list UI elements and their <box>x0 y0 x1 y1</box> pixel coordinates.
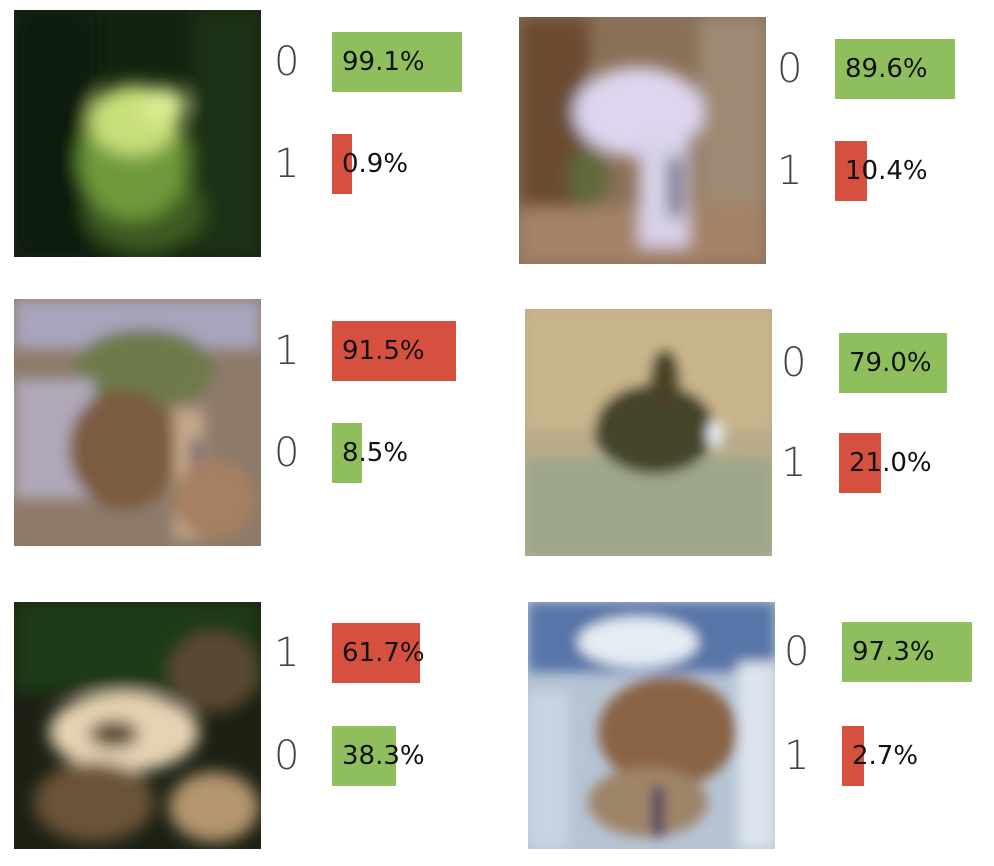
blurry-image-beige-blob-dark-bg-icon <box>14 602 261 849</box>
probability-text: 21.0% <box>849 448 932 478</box>
probability-bar <box>835 141 867 201</box>
prediction-panel-4: 0 79.0% 1 21.0% <box>525 309 994 559</box>
probability-text: 8.5% <box>342 438 409 468</box>
class-label: 1 <box>274 141 300 187</box>
blurry-image-brown-on-blue-icon <box>528 602 775 849</box>
class-label: 1 <box>274 630 300 676</box>
probability-bar <box>332 726 396 786</box>
probability-bar <box>332 32 462 92</box>
probability-text: 79.0% <box>849 348 932 378</box>
class-label: 0 <box>784 629 810 675</box>
probability-bar <box>332 321 456 381</box>
prediction-panel-6: 0 97.3% 1 2.7% <box>528 602 994 852</box>
probability-text: 89.6% <box>845 54 928 84</box>
class-label: 1 <box>784 733 810 779</box>
probability-text: 0.9% <box>342 149 409 179</box>
class-label: 0 <box>781 340 807 386</box>
class-label: 0 <box>777 46 803 92</box>
blurry-image-dark-shape-on-tan-icon <box>525 309 772 556</box>
probability-text: 99.1% <box>342 47 425 77</box>
probability-text: 38.3% <box>342 741 425 771</box>
probability-bar <box>332 623 420 683</box>
class-label: 0 <box>274 39 300 85</box>
probability-text: 10.4% <box>845 156 928 186</box>
probability-bar <box>839 433 881 493</box>
prediction-panel-1: 0 99.1% 1 0.9% <box>14 10 494 260</box>
probability-text: 97.3% <box>852 637 935 667</box>
probability-bar <box>332 134 352 194</box>
probability-bar <box>842 622 972 682</box>
probability-text: 2.7% <box>852 741 919 771</box>
class-label: 1 <box>781 440 807 486</box>
probability-text: 61.7% <box>342 638 425 668</box>
class-label: 1 <box>274 328 300 374</box>
prediction-panel-2: 0 89.6% 1 10.4% <box>519 17 994 267</box>
prediction-panel-3: 1 91.5% 0 8.5% <box>14 299 494 549</box>
probability-bar <box>839 333 947 393</box>
class-label: 0 <box>274 733 300 779</box>
class-label: 0 <box>274 430 300 476</box>
blurry-image-green-blob-icon <box>14 10 261 257</box>
probability-bar <box>835 39 955 99</box>
prediction-panel-5: 1 61.7% 0 38.3% <box>14 602 494 852</box>
probability-bar <box>332 423 362 483</box>
class-label: 1 <box>777 148 803 194</box>
blurry-image-white-blob-icon <box>519 17 766 264</box>
blurry-image-purple-brown-icon <box>14 299 261 546</box>
probability-text: 91.5% <box>342 336 425 366</box>
probability-bar <box>842 726 864 786</box>
